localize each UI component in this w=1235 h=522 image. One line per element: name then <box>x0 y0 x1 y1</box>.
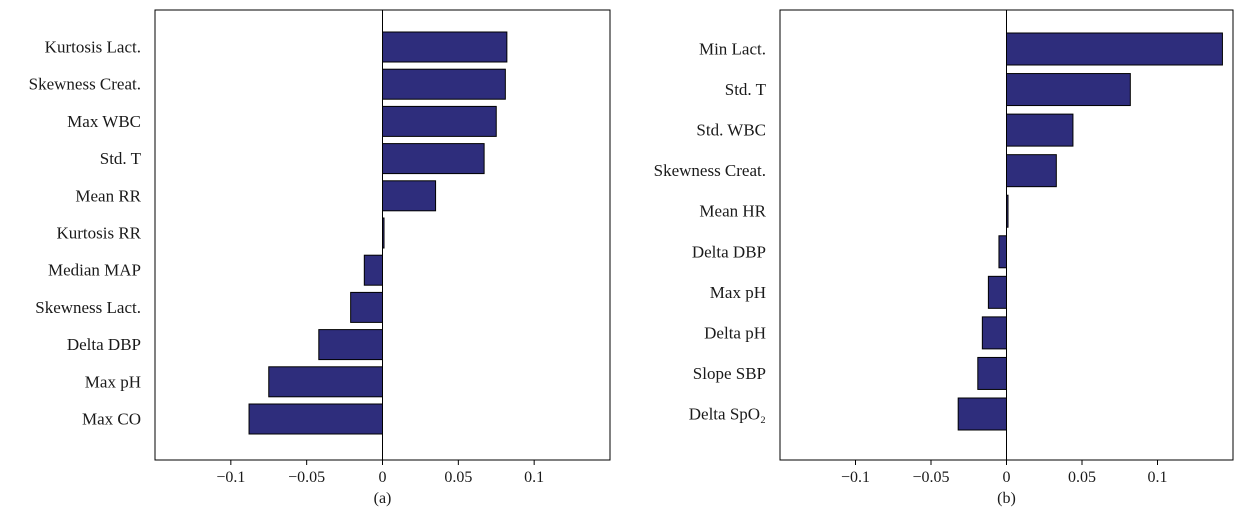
panel-a-chart: Kurtosis Lact. Skewness Creat. Max WBC Std.… <box>29 9 611 507</box>
panel-a-category-label: Max WBC <box>67 112 141 131</box>
panel-b-bar <box>1006 32 1223 66</box>
panel-b-category-label: Delta pH <box>704 323 766 342</box>
panel-a-x-tick-label: 0 <box>379 469 387 486</box>
panel-a-bar <box>382 105 497 137</box>
panel-a-x-tick-label: 0.05 <box>444 469 472 486</box>
panel-b-category-label: Min Lact. <box>699 40 766 59</box>
panel-a-category-label: Mean RR <box>75 186 141 205</box>
panel-a-category-label: Skewness Creat. <box>29 75 141 94</box>
panel-b-category-label: Delta DBP <box>692 242 766 261</box>
panel-b-category-label: Max pH <box>710 283 766 302</box>
panel-a-x-tick-label: −0.05 <box>288 469 325 486</box>
panel-b-bar <box>1006 73 1131 107</box>
panel-b-category-label: Skewness Creat. <box>654 161 766 180</box>
panel-a-category-label: Delta DBP <box>67 335 141 354</box>
panel-a-bar <box>363 254 383 286</box>
panel-a-category-label: Kurtosis RR <box>56 224 141 243</box>
panel-b-bar <box>1006 113 1074 147</box>
panel-b-bar <box>998 235 1008 269</box>
panel-b-category-label: Delta SpO₂ <box>689 405 766 424</box>
panel-a-category-label: Std. T <box>100 149 142 168</box>
panel-b-x-tick-label: 0.05 <box>1068 469 1096 486</box>
panel-a-bar <box>248 403 383 435</box>
panel-b-category-label: Mean HR <box>699 202 766 221</box>
panel-b-category-label: Std. WBC <box>696 121 766 140</box>
panel-a-category-label: Max pH <box>85 372 141 391</box>
panel-a-bar <box>382 31 508 63</box>
panel-a-bar <box>382 180 437 212</box>
panel-a-bar <box>382 143 485 175</box>
panel-a-x-tick-label: 0.1 <box>524 469 544 486</box>
panel-b-x-tick-label: −0.1 <box>841 469 870 486</box>
panel-a-category-label: Kurtosis Lact. <box>45 38 141 57</box>
panel-a-bar <box>318 329 383 361</box>
panel-a-bar <box>382 68 506 100</box>
panel-b-bar <box>981 316 1008 350</box>
panel-b-bar <box>977 356 1007 390</box>
panel-b-category-label: Std. T <box>725 80 767 99</box>
panel-b-x-tick-label: 0 <box>1003 469 1011 486</box>
panel-a-category-label: Median MAP <box>48 261 141 280</box>
panel-b-chart: Min Lact. Std. T Std. WBC Skewness Creat. Me… <box>654 9 1234 507</box>
panel-b-category-label: Slope SBP <box>693 364 766 383</box>
panel-b-x-tick-label: −0.05 <box>912 469 949 486</box>
panel-b-panel-label: (b) <box>997 490 1016 507</box>
panel-b-x-tick-label: 0.1 <box>1148 469 1168 486</box>
panel-b-bar <box>1006 154 1057 188</box>
panel-a-bar <box>268 366 383 398</box>
panel-a-x-tick-label: −0.1 <box>216 469 245 486</box>
panel-a-panel-label: (a) <box>374 490 392 507</box>
panel-a-category-label: Skewness Lact. <box>35 298 141 317</box>
panel-b-bar <box>957 397 1007 431</box>
panel-a-category-label: Max CO <box>82 410 141 429</box>
panel-b-bar <box>987 275 1008 309</box>
panel-a-bar <box>350 291 383 323</box>
